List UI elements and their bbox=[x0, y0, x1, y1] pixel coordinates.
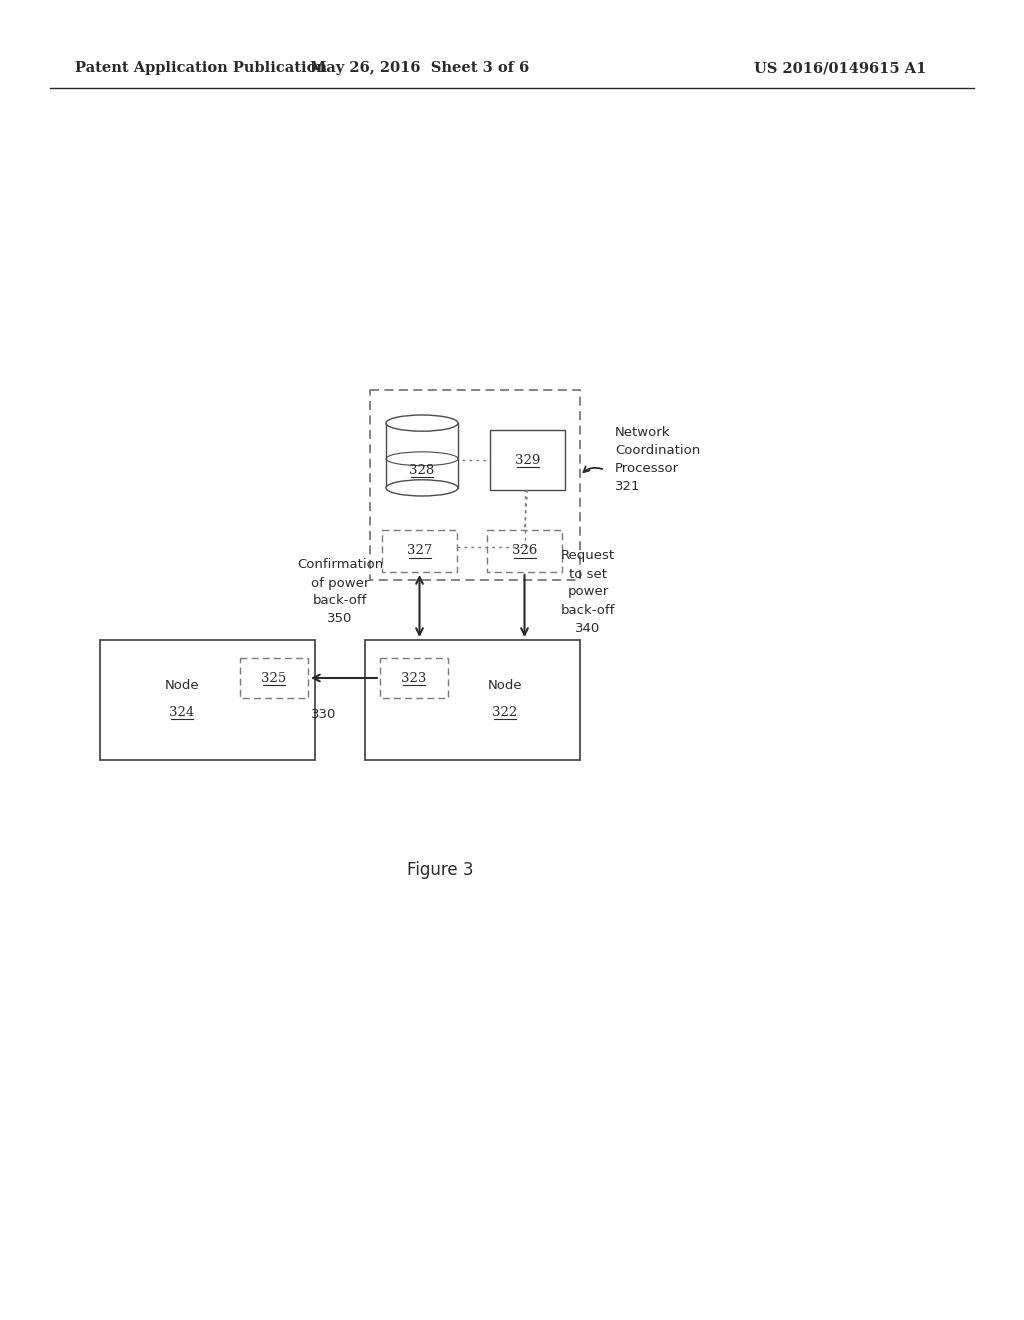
Text: Network
Coordination
Processor
321: Network Coordination Processor 321 bbox=[615, 426, 700, 494]
Text: 324: 324 bbox=[169, 705, 195, 718]
Text: 330: 330 bbox=[311, 709, 337, 722]
Bar bbox=[382, 531, 457, 572]
Text: Confirmation
of power
back-off
350: Confirmation of power back-off 350 bbox=[297, 558, 383, 626]
Text: 328: 328 bbox=[410, 465, 434, 478]
Text: May 26, 2016  Sheet 3 of 6: May 26, 2016 Sheet 3 of 6 bbox=[310, 61, 529, 75]
Bar bbox=[380, 657, 449, 698]
Text: 326: 326 bbox=[512, 544, 538, 557]
Text: US 2016/0149615 A1: US 2016/0149615 A1 bbox=[754, 61, 926, 75]
Bar bbox=[386, 424, 458, 488]
Text: 329: 329 bbox=[515, 454, 541, 466]
Text: Figure 3: Figure 3 bbox=[407, 861, 473, 879]
Ellipse shape bbox=[386, 479, 458, 496]
Bar bbox=[365, 640, 580, 760]
Bar bbox=[490, 430, 565, 490]
Text: Patent Application Publication: Patent Application Publication bbox=[75, 61, 327, 75]
Text: 325: 325 bbox=[261, 672, 287, 685]
Bar bbox=[240, 657, 308, 698]
Text: 323: 323 bbox=[401, 672, 427, 685]
Text: 327: 327 bbox=[407, 544, 432, 557]
Text: Request
to set
power
back-off
340: Request to set power back-off 340 bbox=[561, 549, 615, 635]
Bar bbox=[370, 389, 580, 579]
Text: 322: 322 bbox=[493, 705, 517, 718]
Text: Node: Node bbox=[165, 678, 199, 692]
Bar bbox=[100, 640, 315, 760]
Bar bbox=[487, 531, 562, 572]
Text: Node: Node bbox=[487, 678, 522, 692]
Ellipse shape bbox=[386, 414, 458, 432]
